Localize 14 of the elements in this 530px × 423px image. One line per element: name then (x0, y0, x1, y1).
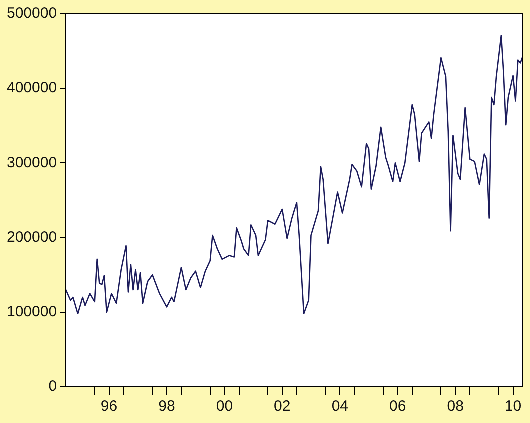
x-tick-label: 02 (274, 398, 291, 416)
x-tick-label: 96 (100, 398, 118, 416)
y-tick-label: 0 (48, 378, 58, 396)
x-tick-label: 00 (216, 398, 234, 416)
x-tick-label: 98 (158, 398, 176, 416)
x-tick-label: 06 (389, 398, 406, 416)
y-tick-label: 500000 (6, 5, 58, 22)
y-tick-label: 100000 (6, 304, 58, 321)
x-tick-label: 08 (447, 398, 464, 416)
y-tick-label: 400000 (6, 80, 58, 97)
y-tick-label: 300000 (6, 154, 58, 172)
x-tick-label: 10 (504, 398, 522, 416)
y-tick-label: 200000 (6, 228, 58, 246)
x-tick-label: 04 (332, 398, 348, 416)
